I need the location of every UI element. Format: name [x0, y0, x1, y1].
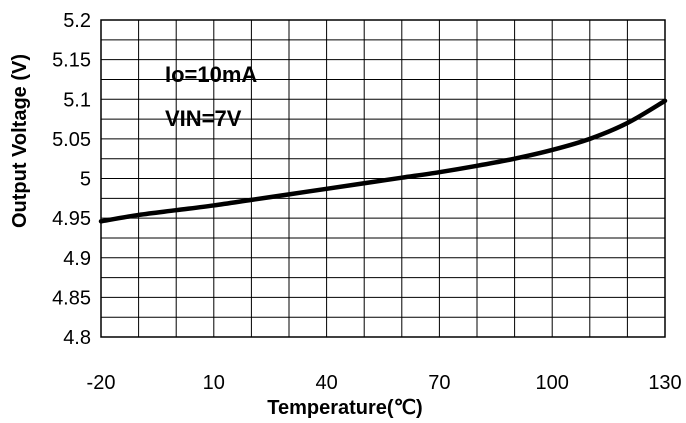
y-tick-label: 5.15 [52, 50, 91, 72]
annotation-vin: VIN=7V [165, 106, 242, 131]
annotation-current: Io=10mA [165, 62, 257, 87]
y-tick-label: 4.9 [63, 248, 91, 270]
y-tick-label: 4.95 [52, 208, 91, 230]
y-tick-labels: 4.8 4.85 4.9 4.95 5 5.05 5.1 5.15 5.2 [52, 10, 91, 349]
x-tick-label: -20 [87, 372, 116, 394]
y-axis-title: Output Voltage (V) [9, 54, 31, 228]
x-tick-label: 130 [648, 372, 681, 394]
x-tick-label: 70 [428, 372, 450, 394]
y-tick-label: 5.2 [63, 10, 91, 32]
y-tick-label: 5.05 [52, 129, 91, 151]
plot-frame [100, 19, 666, 338]
x-tick-label: 40 [315, 372, 337, 394]
y-tick-label: 4.8 [63, 327, 91, 349]
x-tick-labels: -20 10 40 70 100 130 [87, 372, 682, 394]
x-axis-title: Temperature(℃) [267, 397, 422, 419]
series-line [98, 98, 668, 224]
x-tick-label: 100 [536, 372, 569, 394]
x-tick-label: 10 [203, 372, 225, 394]
y-tick-label: 5 [80, 169, 91, 191]
series-layer [98, 98, 668, 224]
y-tick-label: 5.1 [63, 89, 91, 111]
y-tick-label: 4.85 [52, 287, 91, 309]
